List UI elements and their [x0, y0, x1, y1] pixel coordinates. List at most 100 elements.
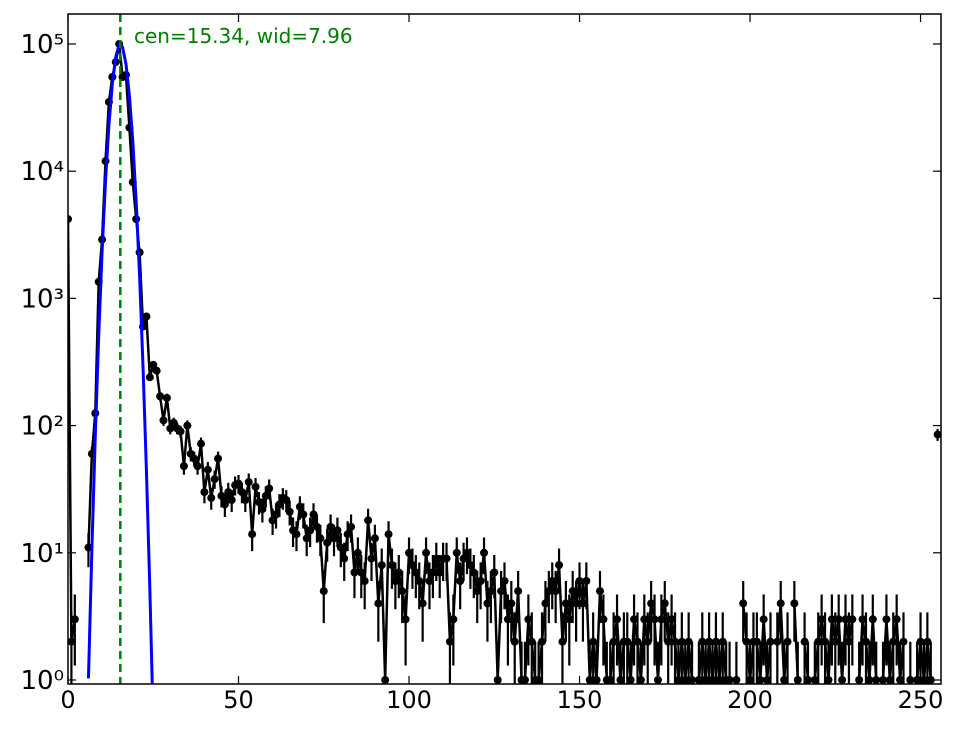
- x-tick-label: 0: [60, 686, 75, 714]
- data-point: [473, 587, 482, 596]
- data-point: [790, 599, 799, 608]
- data-point: [520, 675, 529, 684]
- data-point: [653, 675, 662, 684]
- data-point: [514, 587, 523, 596]
- data-point: [544, 587, 553, 596]
- x-tick-label: 50: [223, 686, 254, 714]
- data-point: [272, 510, 281, 519]
- data-point: [630, 615, 639, 624]
- data-point: [353, 548, 362, 557]
- data-point: [527, 637, 536, 646]
- data-point: [572, 599, 581, 608]
- data-point: [190, 454, 199, 463]
- data-point: [582, 577, 591, 586]
- data-point: [449, 615, 458, 624]
- data-point: [841, 615, 850, 624]
- data-point: [398, 587, 407, 596]
- data-point: [827, 615, 836, 624]
- data-point: [425, 577, 434, 586]
- data-point: [462, 548, 471, 557]
- data-point: [660, 599, 669, 608]
- data-point: [374, 599, 383, 608]
- data-point: [780, 675, 789, 684]
- data-point: [623, 637, 632, 646]
- data-point: [323, 538, 332, 547]
- data-point: [503, 615, 512, 624]
- data-point: [220, 500, 229, 509]
- data-point: [442, 554, 451, 563]
- data-point: [708, 675, 717, 684]
- data-point: [493, 675, 502, 684]
- data-point: [159, 416, 168, 425]
- y-tick-label: 10³: [20, 284, 64, 314]
- data-point: [558, 637, 567, 646]
- data-point: [364, 516, 373, 525]
- data-point: [889, 637, 898, 646]
- data-point: [391, 577, 400, 586]
- data-point: [834, 615, 843, 624]
- data-point: [203, 465, 212, 474]
- data-point: [408, 561, 417, 570]
- y-tick-label: 10²: [20, 412, 64, 442]
- data-point: [766, 637, 775, 646]
- data-point: [510, 637, 519, 646]
- data-point: [445, 637, 454, 646]
- data-point: [626, 675, 635, 684]
- data-point: [200, 488, 209, 497]
- data-point: [541, 599, 550, 608]
- data-point: [858, 615, 867, 624]
- data-point: [698, 637, 707, 646]
- data-point: [70, 615, 79, 624]
- data-point: [561, 599, 570, 608]
- data-point: [694, 675, 703, 684]
- data-point: [350, 568, 359, 577]
- data-point: [377, 561, 386, 570]
- data-point: [292, 530, 301, 539]
- x-tick-label: 250: [898, 686, 944, 714]
- data-point: [156, 392, 165, 401]
- data-point: [616, 675, 625, 684]
- data-point: [575, 577, 584, 586]
- data-point: [490, 568, 499, 577]
- data-point: [415, 577, 424, 586]
- data-point: [336, 543, 345, 552]
- data-point: [861, 637, 870, 646]
- data-point: [401, 615, 410, 624]
- data-point: [176, 427, 185, 436]
- data-point: [435, 568, 444, 577]
- data-point: [578, 599, 587, 608]
- data-point: [367, 554, 376, 563]
- data-point: [237, 488, 246, 497]
- data-point: [248, 530, 257, 539]
- data-point: [179, 462, 188, 471]
- annotation: cen=15.34, wid=7.96: [134, 24, 353, 48]
- data-point: [776, 599, 785, 608]
- data-point: [742, 637, 751, 646]
- data-point: [394, 568, 403, 577]
- data-point: [360, 577, 369, 586]
- data-point: [674, 675, 683, 684]
- data-point: [667, 615, 676, 624]
- data-point: [783, 637, 792, 646]
- data-point: [241, 495, 250, 504]
- data-point: [309, 510, 318, 519]
- data-point: [214, 454, 223, 463]
- data-point: [476, 577, 485, 586]
- data-point: [548, 577, 557, 586]
- data-point: [456, 577, 465, 586]
- data-point: [933, 430, 941, 439]
- data-point: [405, 548, 414, 557]
- data-line: [776, 603, 789, 681]
- data-point: [759, 615, 768, 624]
- data-point: [333, 526, 342, 535]
- data-point: [592, 675, 601, 684]
- y-tick-label: 10⁰: [20, 666, 64, 696]
- data-point: [732, 675, 741, 684]
- data-point: [302, 534, 311, 543]
- y-tick-label: 10⁵: [20, 30, 64, 60]
- data-point: [68, 637, 76, 646]
- data-point: [418, 599, 427, 608]
- data-point: [817, 615, 826, 624]
- data-point: [899, 637, 908, 646]
